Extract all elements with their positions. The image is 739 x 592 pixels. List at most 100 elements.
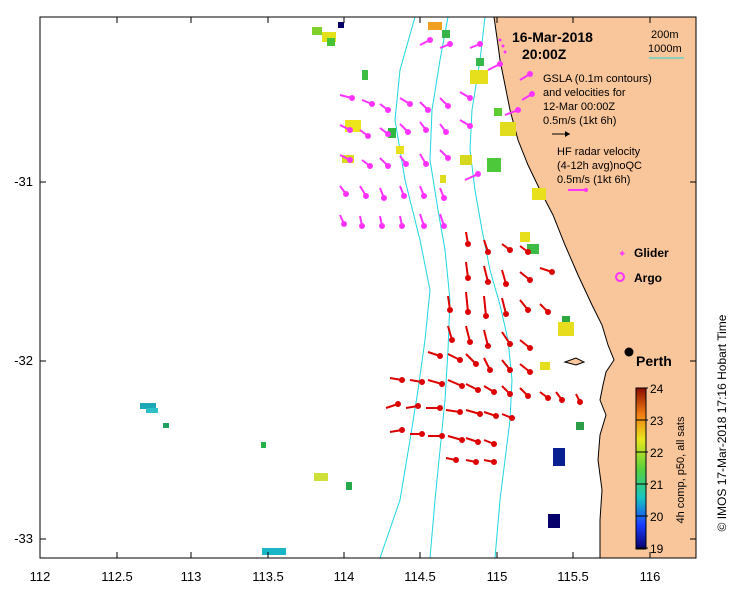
sst-patch [487, 158, 501, 172]
sst-patch [540, 362, 550, 370]
sst-patch [327, 38, 335, 46]
sst-patch [460, 155, 472, 165]
sst-patch [388, 128, 396, 138]
sst-patch [146, 408, 158, 413]
hf-arrow [427, 379, 445, 387]
gsla-arrow [487, 61, 503, 71]
hf-arrow [465, 353, 479, 367]
hf-arrow [501, 359, 513, 373]
gsla-arrow [464, 171, 481, 181]
sst-patch [470, 70, 488, 84]
hf-arrow [483, 329, 491, 349]
glider-point [498, 38, 502, 42]
plot-frame [39, 16, 697, 559]
sst-patch [494, 108, 502, 116]
gsla-arrow [379, 127, 391, 137]
argo-label: Argo [634, 271, 662, 285]
hf-arrow [483, 439, 497, 447]
gsla-arrow [439, 213, 447, 229]
gsla-velocity-arrows [339, 37, 535, 229]
gsla-legend-line2: and velocities for [543, 87, 626, 99]
hf-arrow [501, 269, 509, 287]
sst-patch [532, 188, 546, 200]
sst-patch [558, 322, 574, 336]
sst-patch [338, 22, 344, 28]
gsla-arrow [439, 187, 447, 201]
colorbar: 24 23 22 21 20 19 4h comp, p50, all sats [635, 382, 687, 556]
lon-tick-labels: 112 112.5 113 113.5 114 114.5 115 115.5 … [30, 569, 661, 584]
hf-arrow [445, 457, 459, 463]
hf-arrow [389, 427, 405, 433]
sst-patch [312, 27, 322, 35]
hf-arrow [409, 379, 425, 385]
hf-arrow [447, 295, 453, 313]
gsla-arrow [439, 149, 451, 161]
argo-legend: Argo [615, 271, 662, 285]
glider-legend: ✦ Glider [618, 246, 669, 260]
sst-patch [527, 244, 539, 254]
colorbar-tick: 19 [650, 542, 664, 556]
gsla-arrow [419, 121, 429, 133]
hf-arrow [483, 385, 497, 395]
hf-arrow [389, 377, 405, 383]
isobath-deep [379, 17, 431, 558]
lon-axis [39, 17, 651, 558]
hf-arrow [483, 265, 491, 285]
hf-arrow [447, 353, 463, 363]
glider-track [498, 38, 507, 54]
gsla-arrow [459, 91, 473, 101]
hf-arrow [385, 401, 401, 409]
sst-patch [476, 58, 484, 66]
gsla-arrow [439, 123, 449, 135]
hf-arrow [427, 351, 443, 359]
colorbar-tick: 23 [650, 414, 664, 428]
gsla-arrow [339, 185, 349, 197]
sst-patch [500, 122, 516, 136]
lat-tick-label: -31 [14, 174, 33, 189]
lat-tick-label: -33 [14, 531, 33, 546]
credit-text: © IMOS 17-Mar-2018 17:16 Hobart Time [715, 314, 729, 531]
sst-patch [396, 146, 404, 154]
sst-patch [163, 423, 169, 428]
sst-patch [140, 403, 156, 409]
gsla-arrow [379, 157, 391, 169]
gsla-arrow [399, 155, 409, 167]
sst-patch [322, 32, 336, 42]
sst-patch [346, 482, 352, 490]
glider-symbol: ✦ [618, 249, 626, 260]
gsla-arrow [521, 91, 535, 101]
perth-marker [624, 347, 634, 357]
colorbar-ramp [635, 387, 647, 550]
gsla-legend: GSLA (0.1m contours) and velocities for … [543, 73, 652, 137]
hf-arrow [575, 393, 583, 405]
colorbar-tick: 24 [650, 382, 664, 396]
sst-patch [562, 316, 570, 322]
contour-legend: 200m 1000m [648, 29, 684, 59]
gsla-legend-line3: 12-Mar 00:00Z [543, 101, 615, 113]
gsla-arrow [339, 124, 353, 133]
gsla-arrow [399, 185, 407, 199]
sst-patch [440, 175, 446, 183]
glider-label: Glider [634, 246, 669, 260]
gsla-arrow [469, 41, 483, 49]
sst-patch [442, 30, 450, 38]
colorbar-tick: 21 [650, 478, 664, 492]
gsla-arrow [361, 159, 373, 169]
hf-arrow [465, 459, 479, 465]
hf-arrow [539, 267, 555, 275]
hf-arrow [445, 409, 463, 415]
hf-legend: HF radar velocity (4-12h avg)noQC 0.5m/s… [557, 146, 642, 192]
lon-tick-label: 115 [487, 569, 508, 584]
lat-tick-label: -32 [14, 353, 33, 368]
contour-legend-1000m: 1000m [648, 43, 682, 55]
hf-radar-arrows [385, 231, 583, 465]
hf-scale-arrow [568, 188, 588, 192]
glider-point [503, 50, 507, 54]
gsla-arrow [359, 215, 365, 229]
lon-tick-label: 115.5 [557, 569, 589, 584]
hf-arrow [519, 271, 533, 283]
gsla-arrow [379, 215, 385, 229]
lon-tick-label: 113.5 [252, 569, 284, 584]
glider-point [501, 44, 505, 48]
